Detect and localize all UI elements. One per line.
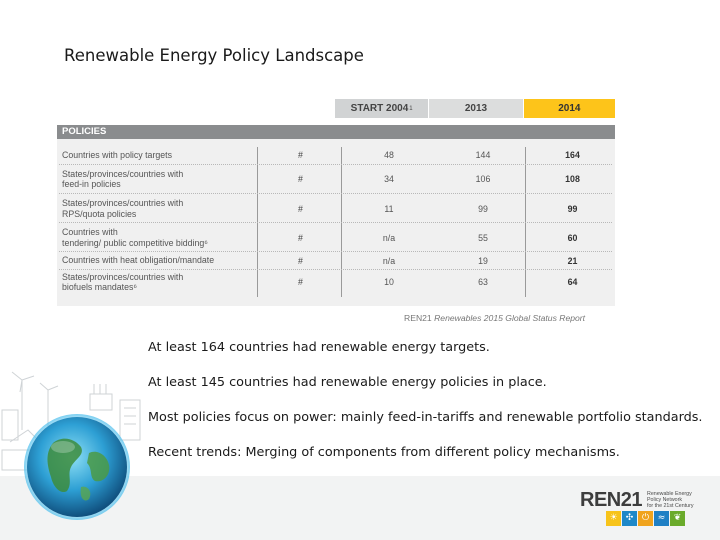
cell-start-2004: n/a: [382, 255, 396, 266]
logo-wordmark: REN21: [580, 489, 642, 511]
cell-2014: 21: [567, 255, 578, 266]
table-row: Countries with policy targets #48 144 164: [57, 147, 615, 163]
table-row: Countries with heat obligation/mandate # n…: [57, 253, 615, 268]
cell-start-2004: 48: [384, 150, 394, 160]
header-2014: 2014: [522, 99, 615, 118]
row-unit: #: [298, 255, 303, 266]
background-illustration: [1, 371, 141, 471]
ren21-logo: REN21 Renewable Energy Policy Network fo…: [580, 489, 710, 529]
row-separator: [59, 269, 612, 270]
cell-2014: 99: [567, 203, 578, 214]
cell-start-2004: 10: [384, 277, 394, 287]
cell-2014: 60: [567, 232, 578, 243]
header-2013: 2013: [428, 99, 523, 118]
cell-2014: 108: [565, 174, 580, 184]
row-label: Countries with tendering/ public competit…: [62, 227, 208, 248]
row-separator: [59, 164, 612, 165]
cell-2014: 164: [565, 150, 580, 160]
row-unit: #: [298, 174, 303, 184]
slide-title: Renewable Energy Policy Landscape: [64, 46, 364, 65]
header-footnote: 1: [409, 105, 413, 112]
policy-table: POLICIES Countries with policy targets #4…: [57, 125, 615, 306]
cell-2013: 99: [478, 203, 488, 214]
table-row: States/provinces/countries with biofuels …: [57, 270, 615, 294]
row-label: States/provinces/countries with RPS/quota…: [62, 198, 184, 219]
row-separator: [59, 251, 612, 252]
section-header-policies: POLICIES: [57, 125, 615, 139]
bullet-item: Most policies focus on power: mainly fee…: [148, 410, 703, 425]
year-header-band: START 2004 1 2013 2014: [335, 99, 615, 118]
wind-icon: ✣: [622, 511, 637, 526]
logo-icon-strip: ☀ ✣ ⏻ ≈ ❦: [606, 511, 685, 526]
cell-start-2004: 34: [384, 174, 394, 184]
row-separator: [59, 222, 612, 223]
power-icon: ⏻: [638, 511, 653, 526]
table-row: States/provinces/countries with feed-in p…: [57, 166, 615, 192]
biomass-icon: ❦: [670, 511, 685, 526]
bullet-item: At least 164 countries had renewable ene…: [148, 340, 490, 355]
row-separator: [59, 193, 612, 194]
bullet-item: At least 145 countries had renewable ene…: [148, 375, 547, 390]
row-label: States/provinces/countries with biofuels …: [62, 271, 184, 293]
row-unit: #: [298, 203, 303, 214]
row-label: Countries with policy targets: [62, 149, 173, 160]
globe-icon: [24, 414, 130, 520]
table-row: States/provinces/countries with RPS/quota…: [57, 196, 615, 221]
source-citation: REN21 Renewables 2015 Global Status Repo…: [404, 313, 586, 323]
cell-2014: 64: [567, 277, 578, 287]
cell-2013: 144: [475, 150, 491, 160]
table-row: Countries with tendering/ public competit…: [57, 225, 615, 250]
row-unit: #: [298, 277, 303, 287]
sun-icon: ☀: [606, 511, 621, 526]
cell-2013: 19: [478, 255, 488, 266]
water-icon: ≈: [654, 511, 669, 526]
logo-tagline: Renewable Energy Policy Network for the …: [647, 491, 694, 509]
row-unit: #: [298, 232, 303, 243]
cell-start-2004: n/a: [382, 232, 396, 243]
cell-start-2004: 11: [384, 203, 394, 214]
cell-2013: 106: [475, 174, 491, 184]
cell-2013: 55: [478, 232, 488, 243]
header-start-2004: START 2004 1: [335, 99, 429, 118]
bullet-item: Recent trends: Merging of components fro…: [148, 445, 620, 460]
cell-2013: 63: [478, 277, 488, 287]
row-label: States/provinces/countries with feed-in p…: [62, 168, 184, 190]
row-unit: #: [298, 150, 303, 160]
row-label: Countries with heat obligation/mandate: [62, 255, 215, 266]
